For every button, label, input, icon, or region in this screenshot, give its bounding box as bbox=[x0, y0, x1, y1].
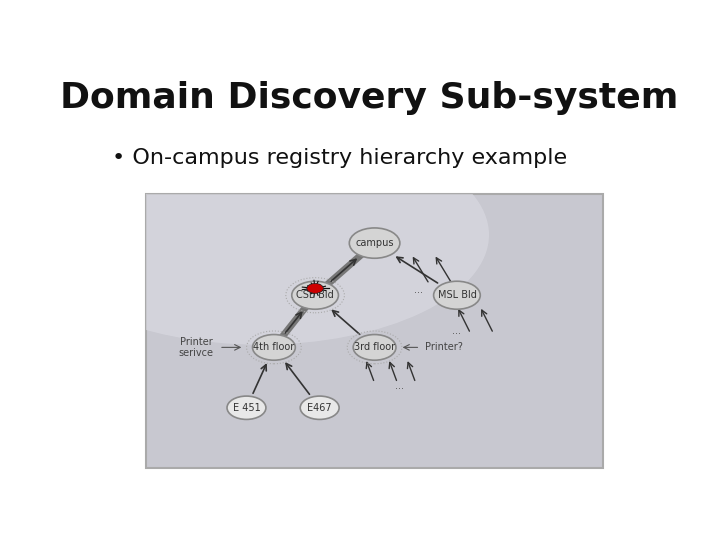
FancyBboxPatch shape bbox=[145, 194, 603, 468]
Text: Domain Discovery Sub-system: Domain Discovery Sub-system bbox=[60, 82, 678, 116]
Text: • On-campus registry hierarchy example: • On-campus registry hierarchy example bbox=[112, 148, 567, 168]
